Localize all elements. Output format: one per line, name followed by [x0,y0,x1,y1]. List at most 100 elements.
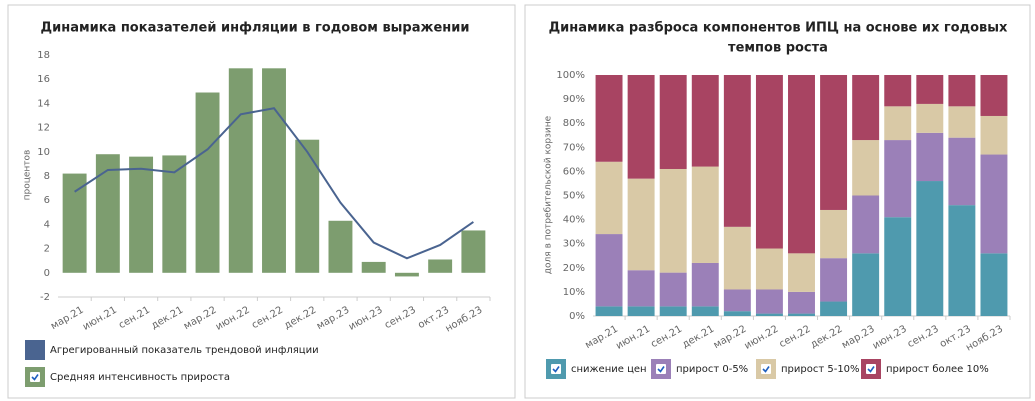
bar-segment [755,313,783,316]
bar-segment [884,75,912,107]
y-tick-label: 20% [563,263,585,274]
legend-label: прирост более 10% [886,364,989,375]
bar-segment [691,306,719,316]
bar-segment [595,161,623,235]
bar-segment [820,301,848,316]
checkbox [30,372,40,382]
bar-segment [595,234,623,307]
bar-segment [755,75,783,249]
checkmark [552,366,560,373]
bar-segment [852,75,880,141]
legend-label: снижение цен [571,364,647,375]
bar [129,156,154,273]
y-tick-label: 18 [37,50,50,61]
chart-title: Динамика разброса компонентов ИПЦ на осн… [549,21,1008,36]
bar-segment [884,140,912,218]
bar-segment [659,306,687,316]
bar-segment [691,262,719,307]
bar-segment [691,75,719,167]
bar-segment [980,253,1008,316]
bar-segment [691,166,719,263]
bar-segment [595,75,623,162]
checkbox [656,364,666,374]
checkbox [551,364,561,374]
y-tick-label: 0 [44,268,50,279]
bar-segment [916,181,944,316]
legend-label: прирост 0-5% [676,364,748,375]
y-tick-label: 10 [37,147,50,158]
y-tick-label: -2 [40,292,50,303]
bar [195,92,220,273]
trend-line [74,107,474,260]
checkmark [762,366,770,373]
y-tick-label: 12 [37,123,50,134]
bar-segment [884,217,912,316]
checkmark [31,374,39,381]
y-axis-label: процентов [23,150,33,201]
left-panel [7,4,516,399]
bar-segment [980,154,1008,254]
bar-segment [788,291,815,314]
bar-segment [980,115,1008,155]
y-tick-label: 90% [563,94,585,105]
bar-segment [659,75,687,169]
legend-swatch [25,340,45,360]
bar-segment [948,205,976,316]
y-tick-label: 8 [44,171,50,182]
bar-segment [788,253,815,292]
y-tick-label: 60% [563,166,585,177]
bar-segment [723,289,751,312]
bar [162,155,187,273]
y-tick-label: 16 [37,74,50,85]
y-tick-label: 4 [44,219,50,230]
bar [228,68,253,273]
checkbox [866,364,876,374]
y-tick-label: 70% [563,142,585,153]
bar [361,261,386,273]
bar-segment [627,75,655,179]
bar-segment [627,178,655,271]
y-tick-label: 6 [44,195,50,206]
bar-segment [916,75,944,104]
bar-segment [659,168,687,273]
bar-segment [595,306,623,316]
y-tick-label: 30% [563,239,585,250]
checkmark [657,366,665,373]
bar-segment [755,248,783,290]
legend-label: Агрегированный показатель трендовой инфл… [50,345,319,356]
bar-segment [820,258,848,302]
bar-segment [723,75,751,227]
bar-segment [820,209,848,259]
checkmark [867,366,875,373]
bar [62,173,87,273]
y-tick-label: 80% [563,118,585,129]
legend-label: Средняя интенсивность прироста [50,372,230,383]
bar-segment [755,289,783,314]
bar [95,154,120,273]
bar-segment [948,106,976,138]
bar-segment [852,140,880,196]
y-tick-label: 0% [569,311,585,322]
legend-label: прирост 5-10% [781,364,860,375]
bar-segment [659,272,687,307]
bar-segment [627,306,655,316]
bar [262,68,286,273]
bar-segment [980,75,1008,116]
y-tick-label: 2 [44,244,50,255]
y-tick-label: 10% [563,287,585,298]
bar-segment [723,226,751,290]
bar [428,259,453,273]
checkbox [761,364,771,374]
bar-segment [884,106,912,141]
chart-title: темпов роста [728,41,828,56]
bar-segment [627,270,655,307]
bar [328,220,353,273]
bar-segment [820,75,848,210]
y-tick-label: 40% [563,215,585,226]
bar-segment [916,132,944,182]
bar [295,139,320,273]
bar-segment [852,195,880,254]
bar-segment [948,137,976,206]
y-tick-label: 100% [556,70,585,81]
